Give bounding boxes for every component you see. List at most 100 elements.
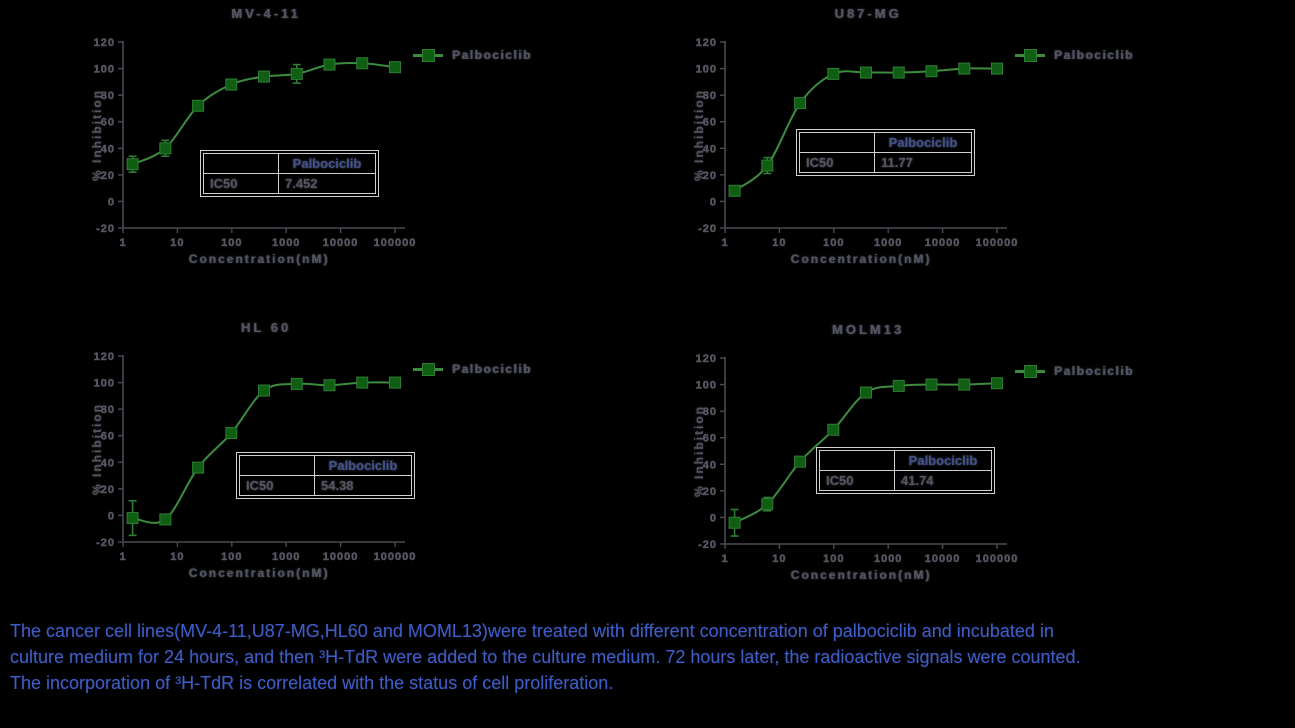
table-ic50-value: 11.77 — [874, 152, 972, 173]
svg-text:80: 80 — [703, 90, 717, 102]
legend-marker-icon — [1015, 48, 1045, 62]
table-header-drug: Palbociclib — [894, 450, 992, 471]
tick-marks — [720, 357, 998, 549]
svg-text:100000: 100000 — [976, 237, 1019, 249]
svg-text:100: 100 — [94, 378, 115, 390]
svg-text:10: 10 — [170, 551, 184, 563]
chart-u87-mg: U87-MG % Inhibition -20 0 20 40 60 80 100 120 1 1… — [687, 2, 1247, 312]
caption-line-3: The incorporation of ³H-TdR is correlate… — [10, 673, 614, 693]
svg-text:80: 80 — [101, 404, 115, 416]
svg-text:1000: 1000 — [272, 237, 300, 249]
axes — [724, 357, 1007, 545]
svg-text:-20: -20 — [96, 537, 115, 549]
figure-caption: The cancer cell lines(MV-4-11,U87-MG,HL6… — [10, 618, 1295, 696]
table-header-drug: Palbociclib — [874, 132, 972, 153]
svg-text:120: 120 — [94, 351, 115, 363]
x-axis-label: Concentration(nM) — [188, 252, 330, 266]
svg-text:0: 0 — [710, 512, 717, 524]
svg-text:0: 0 — [710, 196, 717, 208]
svg-text:100: 100 — [221, 551, 242, 563]
svg-text:10: 10 — [170, 237, 184, 249]
svg-text:20: 20 — [101, 484, 115, 496]
legend-label: Palbociclib — [1054, 364, 1134, 378]
svg-text:100000: 100000 — [976, 553, 1019, 565]
axes — [122, 355, 405, 543]
svg-text:1000: 1000 — [874, 553, 902, 565]
ic50-table: Palbociclib IC50 11.77 — [796, 129, 975, 176]
data-points — [728, 62, 1003, 197]
svg-text:80: 80 — [101, 90, 115, 102]
table-ic50-label: IC50 — [203, 173, 279, 194]
legend: Palbociclib — [1015, 48, 1134, 62]
chart-hl60: HL 60 % Inhibition -20 0 20 40 60 80 100 120 1 10… — [85, 316, 645, 626]
svg-text:20: 20 — [703, 170, 717, 182]
legend: Palbociclib — [413, 362, 532, 376]
plot-area: -20 0 20 40 60 80 100 120 1 10 100 1000 10000 100000 — [687, 2, 1247, 302]
ic50-table: Palbociclib IC50 7.452 — [200, 150, 379, 197]
svg-text:0: 0 — [108, 510, 115, 522]
svg-text:40: 40 — [101, 457, 115, 469]
svg-text:10000: 10000 — [925, 237, 961, 249]
svg-text:10000: 10000 — [323, 551, 359, 563]
table-empty-cell — [799, 132, 875, 153]
svg-text:120: 120 — [696, 37, 717, 49]
plot-area: -20 0 20 40 60 80 100 120 1 10 100 1000 10000 100000 — [687, 318, 1247, 618]
legend: Palbociclib — [1015, 364, 1134, 378]
table-header-drug: Palbociclib — [278, 153, 376, 174]
table-empty-cell — [819, 450, 895, 471]
svg-text:60: 60 — [703, 433, 717, 445]
svg-text:100: 100 — [823, 237, 844, 249]
legend-label: Palbociclib — [452, 48, 532, 62]
legend-label: Palbociclib — [452, 362, 532, 376]
svg-text:20: 20 — [703, 486, 717, 498]
axes — [724, 41, 1007, 229]
data-points — [126, 57, 401, 171]
svg-text:100000: 100000 — [374, 237, 417, 249]
svg-text:-20: -20 — [96, 223, 115, 235]
ic50-table: Palbociclib IC50 41.74 — [816, 447, 995, 494]
table-header-drug: Palbociclib — [314, 455, 412, 476]
legend-marker-icon — [1015, 364, 1045, 378]
svg-text:10000: 10000 — [925, 553, 961, 565]
svg-text:100: 100 — [823, 553, 844, 565]
svg-text:100: 100 — [696, 64, 717, 76]
svg-text:80: 80 — [703, 406, 717, 418]
plot-area: -20 0 20 40 60 80 100 120 1 10 100 1000 10000 100000 — [85, 2, 645, 302]
data-points — [126, 376, 401, 526]
svg-text:60: 60 — [703, 117, 717, 129]
svg-text:40: 40 — [703, 459, 717, 471]
tick-marks — [720, 41, 998, 233]
legend-marker-icon — [413, 48, 443, 62]
svg-text:1: 1 — [119, 237, 126, 249]
x-axis-label: Concentration(nM) — [790, 252, 932, 266]
x-axis-label: Concentration(nM) — [790, 568, 932, 582]
svg-text:1000: 1000 — [874, 237, 902, 249]
legend-marker-icon — [413, 362, 443, 376]
svg-text:60: 60 — [101, 117, 115, 129]
chart-title: MOLM13 — [831, 322, 905, 337]
table-ic50-label: IC50 — [819, 470, 895, 491]
svg-text:1: 1 — [721, 553, 728, 565]
ic50-table: Palbociclib IC50 54.38 — [236, 452, 415, 499]
svg-text:-20: -20 — [698, 539, 717, 551]
chart-molm13: MOLM13 % Inhibition -20 0 20 40 60 80 100 120 1 1… — [687, 318, 1247, 628]
svg-text:60: 60 — [101, 431, 115, 443]
svg-text:100: 100 — [221, 237, 242, 249]
x-axis-label: Concentration(nM) — [188, 566, 330, 580]
svg-text:10: 10 — [772, 553, 786, 565]
table-empty-cell — [203, 153, 279, 174]
legend-label: Palbociclib — [1054, 48, 1134, 62]
svg-text:20: 20 — [101, 170, 115, 182]
svg-text:100000: 100000 — [374, 551, 417, 563]
svg-text:100: 100 — [94, 64, 115, 76]
svg-text:10000: 10000 — [323, 237, 359, 249]
tick-marks — [118, 355, 396, 547]
